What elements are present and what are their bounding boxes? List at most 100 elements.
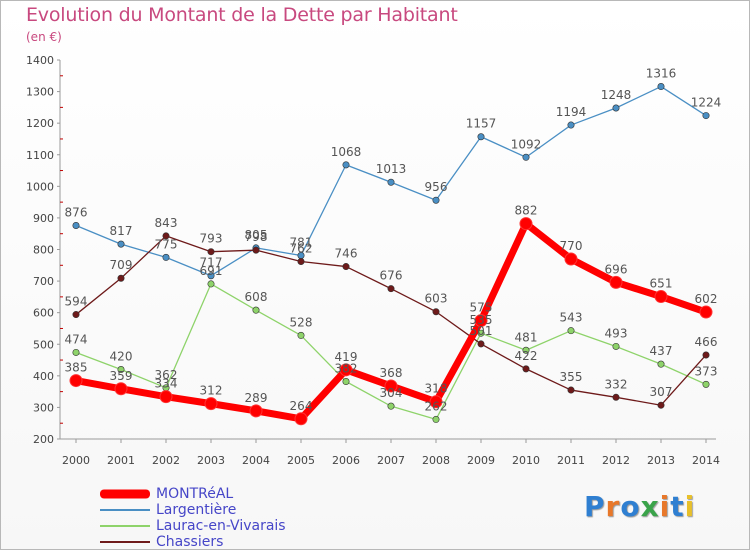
data-label: 368 xyxy=(380,366,403,380)
y-tick-label: 300 xyxy=(33,401,54,414)
data-point xyxy=(207,248,215,256)
data-label: 304 xyxy=(380,386,403,400)
data-label: 493 xyxy=(605,326,628,340)
data-label: 594 xyxy=(65,295,88,309)
data-point xyxy=(567,327,575,335)
y-tick-label: 1300 xyxy=(26,86,54,99)
legend-swatch xyxy=(100,541,150,543)
data-label: 543 xyxy=(560,311,583,325)
legend-label: Laurac-en-Vivarais xyxy=(156,518,286,534)
data-point xyxy=(72,348,80,356)
data-label: 575 xyxy=(470,301,493,315)
data-point xyxy=(519,217,533,231)
data-label: 385 xyxy=(65,361,88,375)
data-point xyxy=(657,401,665,409)
chart-title: Evolution du Montant de la Dette par Hab… xyxy=(26,4,458,26)
x-tick-label: 2000 xyxy=(62,454,90,467)
y-tick-label: 600 xyxy=(33,307,54,320)
data-label: 420 xyxy=(110,350,133,364)
data-point xyxy=(474,314,488,328)
data-point xyxy=(384,379,398,393)
data-point xyxy=(657,83,665,91)
data-label: 876 xyxy=(65,205,88,219)
data-point xyxy=(297,331,305,339)
data-label: 805 xyxy=(245,228,268,242)
x-tick-label: 2011 xyxy=(557,454,585,467)
data-point xyxy=(204,397,218,411)
data-label: 359 xyxy=(110,369,133,383)
data-point xyxy=(702,380,710,388)
y-tick-label: 400 xyxy=(33,370,54,383)
legend-label: MONTRéAL xyxy=(156,486,234,502)
data-point xyxy=(207,272,215,280)
data-label: 535 xyxy=(470,313,493,327)
data-label: 709 xyxy=(110,258,133,272)
data-label: 373 xyxy=(695,364,718,378)
data-label: 1092 xyxy=(511,137,542,151)
data-point xyxy=(522,365,530,373)
data-label: 419 xyxy=(335,350,358,364)
data-point xyxy=(657,360,665,368)
data-label: 1194 xyxy=(556,105,587,119)
data-label: 602 xyxy=(695,292,718,306)
y-tick-label: 1100 xyxy=(26,149,54,162)
data-point xyxy=(699,305,713,319)
data-point xyxy=(609,275,623,289)
data-point xyxy=(387,285,395,293)
y-tick-label: 500 xyxy=(33,338,54,351)
legend-label: Largentière xyxy=(156,502,237,518)
data-label: 956 xyxy=(425,180,448,194)
data-label: 676 xyxy=(380,269,403,283)
x-tick-label: 2003 xyxy=(197,454,225,467)
data-point xyxy=(522,153,530,161)
data-point xyxy=(252,306,260,314)
data-point xyxy=(162,253,170,261)
y-tick-label: 800 xyxy=(33,244,54,257)
data-point xyxy=(294,412,308,426)
data-point xyxy=(567,121,575,129)
logo-letter: i xyxy=(659,490,671,523)
legend-swatch xyxy=(100,525,150,527)
data-label: 603 xyxy=(425,292,448,306)
data-point xyxy=(429,395,443,409)
data-label: 717 xyxy=(200,256,223,270)
data-point xyxy=(72,311,80,319)
data-point xyxy=(522,346,530,354)
y-tick-label: 1200 xyxy=(26,117,54,130)
data-label: 1068 xyxy=(331,145,362,159)
logo-letter: i xyxy=(684,490,696,523)
x-tick-label: 2006 xyxy=(332,454,360,467)
data-label: 1013 xyxy=(376,162,407,176)
data-point xyxy=(114,382,128,396)
x-tick-label: 2001 xyxy=(107,454,135,467)
data-point xyxy=(567,386,575,394)
data-label: 1316 xyxy=(646,67,677,81)
data-label: 691 xyxy=(200,264,223,278)
x-tick-label: 2008 xyxy=(422,454,450,467)
data-label: 332 xyxy=(605,377,628,391)
data-label: 775 xyxy=(155,237,178,251)
logo-letter: r xyxy=(605,490,621,523)
data-label: 781 xyxy=(290,236,313,250)
data-point xyxy=(159,390,173,404)
data-label: 312 xyxy=(200,384,223,398)
data-point xyxy=(342,263,350,271)
data-point xyxy=(339,363,353,377)
data-label: 262 xyxy=(425,399,448,413)
data-label: 466 xyxy=(695,335,718,349)
data-point xyxy=(432,415,440,423)
data-point xyxy=(387,178,395,186)
data-label: 422 xyxy=(515,349,538,363)
data-point xyxy=(72,221,80,229)
data-point xyxy=(702,351,710,359)
data-label: 1157 xyxy=(466,117,497,131)
data-point xyxy=(249,404,263,418)
x-tick-label: 2007 xyxy=(377,454,405,467)
x-tick-label: 2013 xyxy=(647,454,675,467)
y-tick-label: 1000 xyxy=(26,180,54,193)
x-tick-label: 2002 xyxy=(152,454,180,467)
logo-letter: x xyxy=(640,490,660,523)
data-label: 318 xyxy=(425,382,448,396)
data-label: 793 xyxy=(200,232,223,246)
